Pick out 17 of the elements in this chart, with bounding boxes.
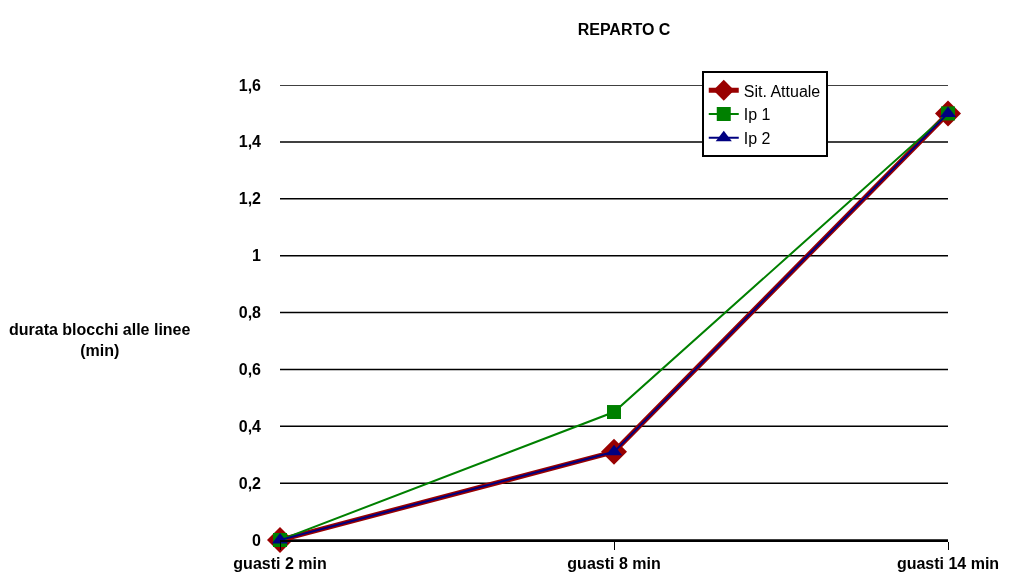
x-tick-label: guasti 8 min — [567, 555, 661, 573]
x-tick-label: guasti 14 min — [896, 555, 1000, 573]
y-tick-label: 0,2 — [238, 474, 262, 492]
y-tick-label: 1,4 — [238, 133, 262, 151]
legend-label: Ip 2 — [743, 130, 771, 148]
x-tick-label: guasti 2 min — [233, 555, 327, 573]
y-axis-title: durata blocchi alle linee (min) — [9, 321, 191, 359]
y-tick-label: 0,4 — [238, 417, 262, 435]
y-tick-label: 1,2 — [238, 190, 262, 208]
legend-label: Sit. Attuale — [743, 82, 821, 100]
y-tick-label: 0 — [252, 531, 262, 549]
y-tick-label: 1,6 — [238, 76, 262, 94]
chart-title: REPARTO C — [577, 20, 671, 38]
y-tick-label: 1 — [252, 247, 262, 265]
y-tick-label: 0,8 — [238, 304, 262, 322]
legend-label: Ip 1 — [743, 106, 771, 124]
y-tick-label: 0,6 — [238, 360, 262, 378]
